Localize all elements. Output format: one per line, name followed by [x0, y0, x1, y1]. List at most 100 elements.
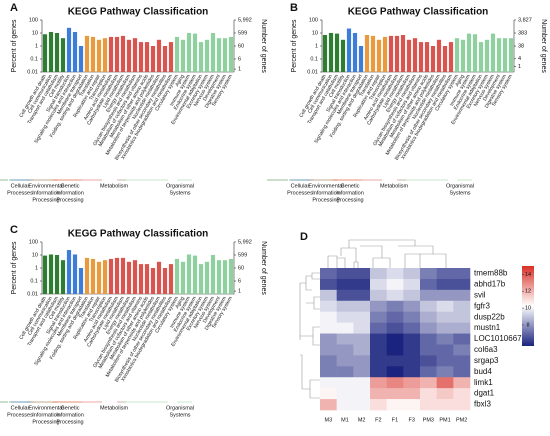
- bar: [442, 46, 448, 72]
- row-label: col6a3: [474, 345, 498, 354]
- heat-cell: [436, 344, 454, 356]
- bar: [96, 39, 102, 72]
- bar: [466, 33, 472, 72]
- y-tick-label: 1: [315, 43, 318, 49]
- heat-cell: [370, 388, 387, 400]
- heat-cell: [453, 366, 471, 378]
- bar: [186, 254, 192, 294]
- heat-cell: [336, 311, 354, 323]
- chart-title: KEGG Pathway Classification: [68, 229, 209, 240]
- panel-label: D: [300, 231, 308, 243]
- bar: [150, 268, 156, 294]
- row-label: svil: [474, 290, 486, 299]
- bar: [168, 42, 174, 72]
- y-tick-label: 0.01: [27, 291, 38, 297]
- y-tick-label: 100: [29, 239, 38, 245]
- heat-cell: [370, 289, 387, 302]
- group-label: Metabolism: [380, 183, 409, 189]
- heat-cell: [420, 289, 437, 302]
- y2-tick-label: 60: [238, 265, 244, 271]
- y2-tick-label: 4: [518, 56, 521, 62]
- bar: [412, 38, 418, 72]
- heat-cell: [336, 333, 354, 345]
- group-label: Information: [336, 190, 364, 196]
- heat-cell: [436, 399, 454, 411]
- colorbar-tick-label: 12: [525, 289, 531, 295]
- heat-cell: [320, 278, 337, 291]
- heat-cell: [420, 268, 437, 280]
- bar: [346, 28, 352, 72]
- heat-cell: [320, 289, 337, 302]
- bar: [102, 38, 108, 72]
- heat-cell: [353, 344, 371, 356]
- y2-tick-label: 1: [238, 67, 241, 73]
- heat-cell: [403, 322, 421, 334]
- heat-cell: [453, 333, 471, 345]
- bar: [54, 255, 60, 294]
- group-label: Information: [312, 190, 340, 196]
- bar: [138, 264, 144, 294]
- heat-cell: [370, 355, 387, 367]
- bar: [114, 257, 120, 294]
- bar: [490, 33, 496, 72]
- group-label: Environmental: [28, 183, 63, 189]
- bar: [168, 264, 174, 294]
- y2-tick-label: 6: [238, 278, 241, 284]
- column-label: PM2: [456, 417, 467, 423]
- bar: [156, 261, 162, 294]
- row-label: limk1: [474, 378, 493, 387]
- bar: [66, 250, 72, 294]
- heat-cell: [320, 355, 337, 367]
- bar: [204, 261, 210, 294]
- y2-axis-label: Number of genes: [260, 241, 267, 295]
- heat-cell: [420, 322, 437, 334]
- y-tick-label: 0.1: [310, 56, 318, 62]
- panel-label: A: [10, 2, 18, 14]
- y2-tick-label: 5,992: [238, 17, 252, 23]
- heat-cell: [420, 399, 437, 411]
- bar: [150, 46, 156, 72]
- heat-cell: [453, 322, 471, 334]
- group-label: Processes: [287, 190, 313, 196]
- bar: [144, 264, 150, 294]
- y2-tick-label: 1: [518, 64, 521, 70]
- heat-cell: [436, 289, 454, 302]
- heat-cell: [436, 355, 454, 367]
- y2-tick-label: 5,992: [238, 239, 252, 245]
- bar: [210, 255, 216, 294]
- bar: [90, 258, 96, 294]
- group-label: Processing: [336, 197, 363, 203]
- chart-title: KEGG Pathway Classification: [348, 7, 489, 18]
- y-tick-label: 1: [35, 43, 38, 49]
- group-label: Genetic: [61, 405, 80, 411]
- bar: [210, 33, 216, 72]
- heat-cell: [320, 366, 337, 378]
- bar: [340, 39, 346, 72]
- heat-cell: [386, 366, 404, 378]
- heat-cell: [403, 388, 421, 400]
- row-label: fbxl3: [474, 400, 491, 409]
- heat-cell: [320, 344, 337, 356]
- bar: [126, 39, 132, 72]
- chart-title: KEGG Pathway Classification: [68, 7, 209, 18]
- heat-cell: [386, 333, 404, 345]
- heat-cell: [436, 278, 454, 291]
- heat-cell: [353, 377, 371, 389]
- panel-label: C: [10, 224, 18, 236]
- y2-tick-label: 38: [518, 43, 524, 49]
- heat-cell: [403, 333, 421, 345]
- bar: [120, 257, 126, 294]
- bar: [84, 257, 90, 294]
- group-label: Information: [56, 412, 84, 418]
- bar: [436, 39, 442, 72]
- heat-cell: [420, 366, 437, 378]
- group-label: Genetic: [341, 183, 360, 189]
- bar: [352, 33, 358, 72]
- bar: [72, 254, 78, 294]
- row-label: fgfr3: [474, 301, 491, 310]
- bar: [90, 36, 96, 72]
- heat-cell: [436, 377, 454, 389]
- colorbar-tick-label: 8: [526, 322, 529, 328]
- color-bar: [522, 266, 534, 346]
- bar: [382, 36, 388, 72]
